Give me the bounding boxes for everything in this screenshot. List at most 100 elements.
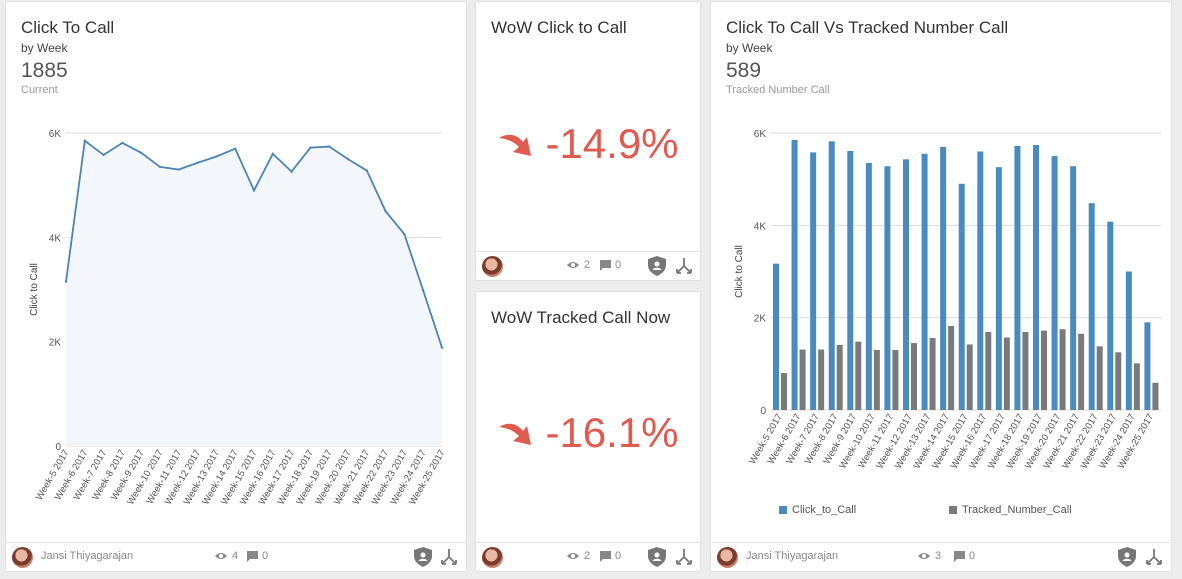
bar-tracked-number-call	[948, 325, 955, 410]
bar-tracked-number-call	[781, 373, 787, 410]
bar-tracked-number-call	[873, 349, 880, 410]
comments-count: 0	[262, 550, 269, 562]
eye-icon	[567, 553, 579, 559]
legend-click-to-call[interactable]: Click_to_Call	[779, 504, 856, 516]
bar-click-to-call	[921, 153, 928, 410]
y-axis-label: Click to Call	[29, 263, 40, 316]
legend-label: Tracked_Number_Call	[962, 504, 1072, 516]
legend-swatch-blue	[779, 506, 787, 514]
card-title[interactable]: WoW Tracked Call Now	[491, 308, 671, 327]
drill-down-icon[interactable]	[675, 256, 693, 276]
author-name[interactable]: Jansi Thiyagarajan	[746, 550, 839, 562]
card-title[interactable]: Click To Call Vs Tracked Number Call	[726, 18, 1009, 37]
comments-count: 0	[615, 550, 622, 562]
click-vs-tracked-card: Click To Call Vs Tracked Number Call by …	[710, 1, 1172, 572]
card-footer: Jansi Thiyagarajan 3 0	[711, 542, 1171, 571]
card-title[interactable]: WoW Click to Call	[491, 18, 627, 37]
y-tick-label: 4K	[754, 221, 767, 232]
avatar[interactable]	[482, 547, 503, 568]
data-point	[64, 280, 68, 283]
avatar[interactable]	[12, 547, 33, 568]
eye-icon	[567, 262, 579, 268]
comments-stat[interactable]: 0	[600, 550, 621, 562]
avatar[interactable]	[717, 547, 738, 568]
bar-tracked-number-call	[1003, 337, 1010, 410]
data-point	[140, 151, 143, 155]
comment-icon	[600, 550, 611, 562]
data-point	[121, 141, 124, 145]
kpi-value: 1885	[21, 59, 68, 82]
card-subtitle: by Week	[726, 41, 773, 55]
data-point	[158, 165, 162, 169]
bar-click-to-call	[1033, 145, 1039, 410]
data-point	[177, 168, 180, 171]
bar-tracked-number-call	[985, 331, 992, 410]
bar-click-to-call	[828, 141, 835, 410]
avatar[interactable]	[482, 256, 503, 277]
drill-down-icon[interactable]	[675, 547, 693, 567]
bar-tracked-number-call	[1152, 382, 1159, 410]
legend-tracked-number-call[interactable]: Tracked_Number_Call	[949, 504, 1072, 516]
data-point	[102, 153, 105, 157]
bar-click-to-call	[903, 159, 909, 410]
bar-click-to-call	[995, 167, 1002, 410]
card-title[interactable]: Click To Call	[21, 18, 115, 37]
bar-tracked-number-call	[966, 344, 973, 410]
data-point	[346, 157, 350, 161]
wow-tracked-call-card: WoW Tracked Call Now -16.1% 2 0	[475, 291, 701, 572]
views-stat: 4	[214, 550, 238, 562]
data-point	[290, 170, 293, 173]
legend-label: Click_to_Call	[792, 504, 857, 516]
views-count: 3	[935, 550, 942, 562]
comments-stat[interactable]: 0	[247, 550, 268, 562]
bar-tracked-number-call	[1078, 333, 1085, 410]
views-count: 4	[232, 550, 239, 562]
bar-tracked-number-call	[929, 337, 936, 410]
shield-icon[interactable]	[648, 547, 666, 567]
bar-click-to-call	[773, 263, 779, 410]
comment-icon	[600, 259, 611, 271]
bar-tracked-number-call	[799, 349, 806, 410]
views-count: 2	[584, 550, 591, 562]
wow-percent: -16.1%	[545, 409, 679, 456]
bar-tracked-number-call	[1133, 363, 1140, 410]
card-footer: 2 0	[476, 542, 700, 571]
bar-tracked-number-call	[1096, 346, 1103, 410]
y-tick-label: 6K	[49, 129, 62, 140]
legend-swatch-gray	[949, 506, 957, 514]
y-axis-label: Click to Call	[734, 245, 745, 298]
bar-tracked-number-call	[836, 344, 843, 410]
bar-tracked-number-call	[911, 343, 917, 410]
shield-icon[interactable]	[414, 547, 432, 567]
bar-click-to-call	[865, 163, 872, 410]
data-point	[328, 145, 331, 148]
bar-click-to-call	[1014, 145, 1021, 410]
data-point	[271, 152, 274, 156]
comments-stat[interactable]: 0	[600, 259, 621, 271]
author-name[interactable]: Jansi Thiyagarajan	[41, 550, 134, 562]
data-point	[403, 233, 406, 236]
kpi-label: Current	[21, 84, 58, 96]
data-point	[422, 289, 425, 292]
bar-click-to-call	[1088, 203, 1095, 410]
comments-stat[interactable]: 0	[954, 550, 975, 562]
data-point	[440, 346, 444, 349]
shield-icon[interactable]	[1118, 547, 1136, 567]
shield-icon[interactable]	[648, 256, 666, 276]
bar-click-to-call	[1125, 271, 1132, 410]
wow-click-to-call-card: WoW Click to Call -14.9% 2 0	[475, 1, 701, 281]
drill-down-icon[interactable]	[1145, 547, 1163, 567]
bar-tracked-number-call	[818, 349, 825, 410]
click-to-call-card: Click To Call by Week 1885 Current 0 2K 4K…	[5, 1, 467, 572]
data-point	[234, 147, 237, 150]
comment-icon	[954, 550, 965, 562]
drill-down-icon[interactable]	[440, 547, 458, 567]
trend-down-arrow-icon	[499, 134, 532, 156]
bar-click-to-call	[977, 151, 984, 410]
data-point	[365, 169, 368, 172]
y-tick-label: 2K	[49, 338, 62, 349]
bar-tracked-number-call	[1115, 352, 1122, 410]
y-tick-label: 2K	[754, 314, 767, 325]
